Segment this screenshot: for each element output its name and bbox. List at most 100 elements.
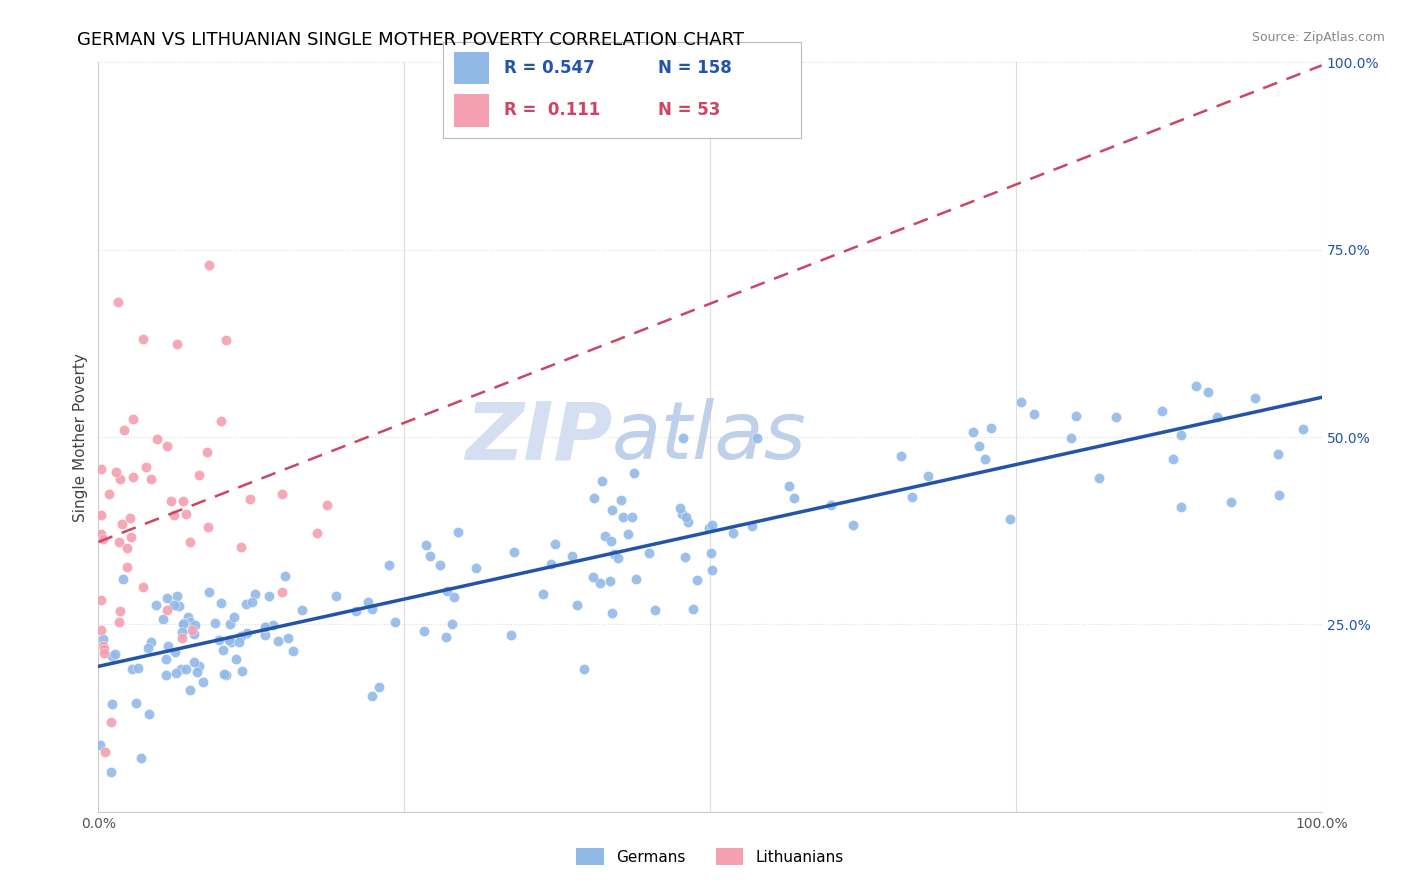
Point [111,516,134,531]
Point [219,635,242,649]
Point [100,765,122,780]
Point [561,549,583,563]
Point [132,580,155,594]
Point [778,478,800,492]
Point [90,462,112,476]
Point [218,632,240,647]
Point [682,602,704,616]
Point [1268,488,1291,502]
Point [115,541,138,555]
Point [434,630,457,644]
Point [593,529,616,543]
Point [93,642,115,657]
Point [172,616,194,631]
Point [565,598,588,612]
Point [429,558,451,573]
Point [589,575,612,590]
Point [108,472,131,486]
Point [1022,408,1045,422]
Point [152,612,174,626]
Point [612,510,634,524]
Point [609,493,631,508]
Point [235,597,257,611]
Point [602,502,624,516]
Point [443,590,465,604]
Point [436,584,458,599]
Point [1184,379,1206,393]
Point [998,512,1021,526]
Point [197,258,219,272]
Point [183,655,205,669]
Point [183,618,205,632]
Point [163,598,186,612]
Point [262,618,284,632]
Point [136,640,159,655]
Point [1104,410,1126,425]
Point [624,572,647,586]
Point [277,631,299,645]
Point [465,561,488,575]
Point [591,474,613,488]
Point [974,452,997,467]
Point [188,659,211,673]
Point [1170,500,1192,515]
Point [157,639,180,653]
Point [115,560,138,574]
Point [139,472,162,486]
Point [118,511,141,525]
Point [186,665,208,679]
Point [179,615,201,630]
Point [360,602,382,616]
Point [89,738,111,752]
Point [91,632,114,646]
Point [412,624,434,638]
Text: atlas: atlas [612,398,807,476]
Bar [454,94,489,127]
Text: N = 53: N = 53 [658,102,720,120]
Point [360,689,382,703]
Point [1292,422,1315,436]
Point [274,568,297,582]
Point [721,526,744,541]
Legend: Germans, Lithuanians: Germans, Lithuanians [569,842,851,871]
Point [1267,447,1289,461]
Point [125,696,148,710]
Point [108,534,131,549]
Point [281,644,304,658]
Point [212,643,235,657]
Point [204,615,226,630]
Point [167,599,190,613]
Point [672,431,695,445]
Point [357,594,380,608]
Point [156,603,179,617]
Point [447,524,470,539]
Point [697,520,720,534]
Point [783,491,806,505]
Point [254,620,277,634]
Point [572,662,595,676]
Point [121,470,143,484]
Point [607,551,630,566]
Point [179,535,201,549]
Point [155,652,177,666]
Point [842,517,865,532]
Point [1220,495,1243,509]
Point [215,333,238,347]
Point [215,667,238,681]
Point [231,664,253,678]
Point [195,445,218,459]
Point [93,647,115,661]
Point [90,508,112,522]
Point [531,587,554,601]
Point [107,295,129,310]
Point [183,626,205,640]
Point [108,615,131,630]
Point [602,606,624,620]
Point [259,589,281,603]
Point [540,557,562,571]
Point [132,332,155,346]
Point [138,707,160,722]
Point [155,668,177,682]
Text: N = 158: N = 158 [658,59,731,77]
Point [1064,409,1087,424]
